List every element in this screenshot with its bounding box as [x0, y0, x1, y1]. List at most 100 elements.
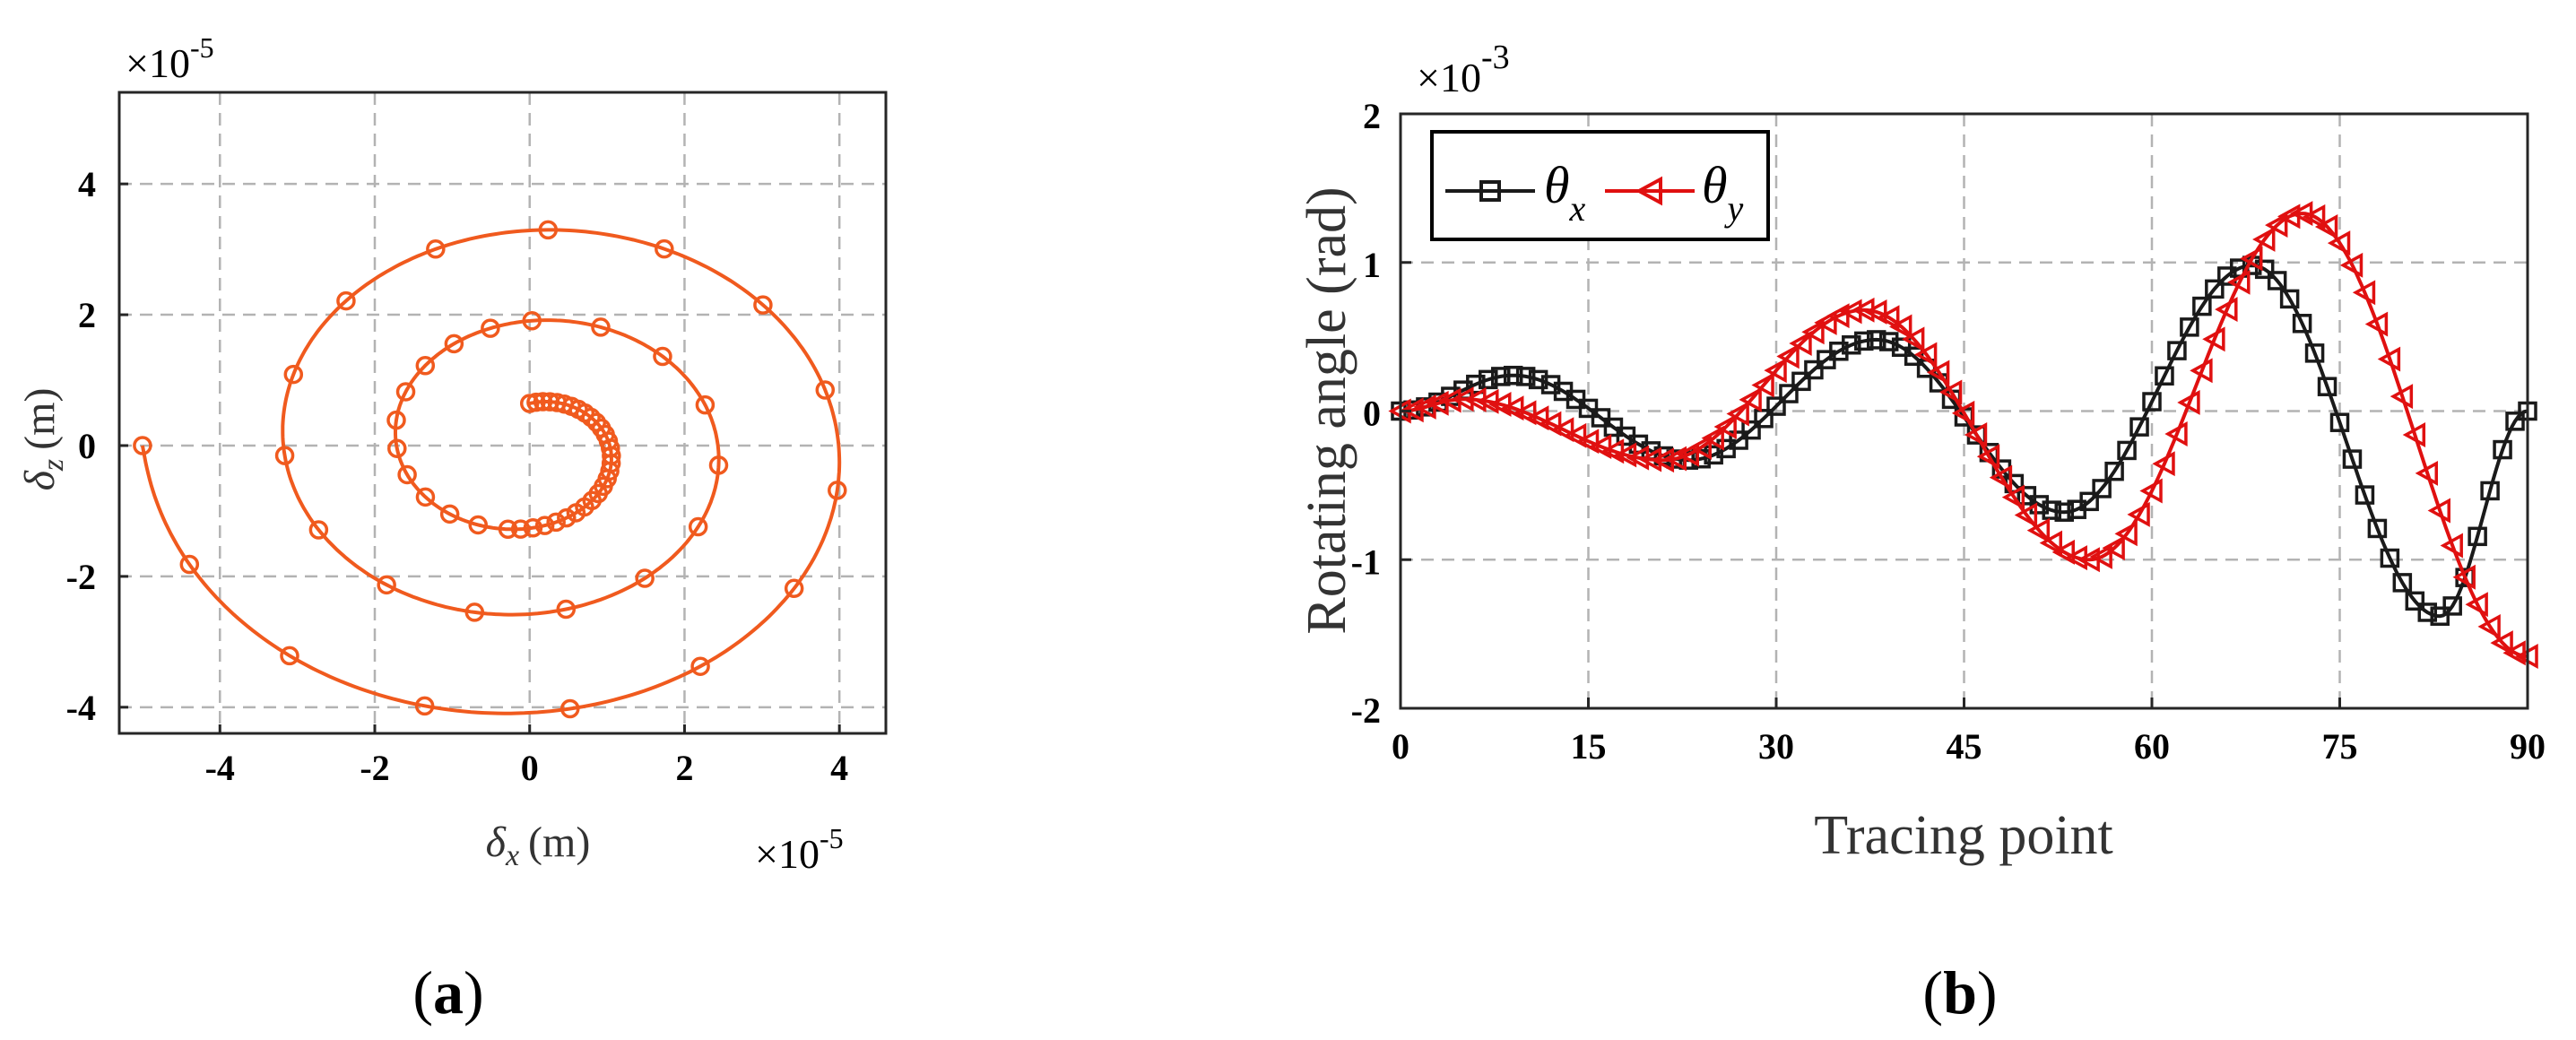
chart-b-xtick-label-5: 75: [2322, 726, 2358, 767]
chart-b-marker-thetay-39: [1877, 305, 1900, 331]
chart-b-marker-thetax-53: [2054, 502, 2074, 522]
chart-b-marker-thetay-33: [1801, 319, 1825, 345]
chart-a-marker-62: [547, 393, 568, 412]
chart-b-marker-thetay-25: [1701, 425, 1724, 451]
chart-b-marker-thetay-32: [1789, 331, 1812, 356]
chart-a-marker-11: [538, 220, 559, 240]
chart-b-xtick-label-3: 45: [1947, 726, 1982, 767]
chart-a-marker-13: [336, 290, 356, 311]
chart-b-marker-thetay-68: [2240, 246, 2263, 272]
chart-b-marker-thetax-72: [2292, 314, 2312, 334]
chart-a-marker-20: [635, 568, 655, 588]
chart-a-marker-41: [546, 512, 566, 533]
chart-b-marker-thetay-38: [1864, 299, 1887, 325]
chart-a-plot-frame: [117, 91, 888, 735]
chart-b-marker-thetay-49: [2001, 484, 2025, 510]
chart-b-marker-thetax-7: [1479, 369, 1498, 390]
chart-a-marker-26: [522, 310, 542, 331]
chart-a-grid: [119, 92, 886, 733]
chart-a-marker-32: [387, 438, 407, 458]
chart-b-marker-thetay-34: [1814, 309, 1837, 335]
chart-a-xtick-label-4: 4: [830, 748, 848, 788]
chart-a-y-label-group: δz(m): [16, 388, 70, 491]
chart-b-y-label: Rotating angle (rad): [1297, 186, 1357, 634]
panel-label-a: (a): [412, 958, 483, 1027]
chart-a-ytick-label-3: 2: [78, 295, 96, 335]
chart-a-marker-10: [655, 238, 674, 259]
chart-a-marker-12: [426, 239, 446, 259]
chart-b-marker-thetay-23: [1676, 441, 1699, 467]
chart-b-marker-thetay-24: [1688, 435, 1712, 461]
chart-b-marker-thetax-57: [2104, 461, 2124, 481]
chart-a-marker-19: [556, 599, 577, 620]
chart-a-marker-56: [586, 412, 607, 432]
chart-b-legend: θx θy: [1430, 130, 1770, 241]
chart-b-marker-thetay-78: [2364, 311, 2389, 337]
chart-b-marker-thetay-85: [2452, 564, 2476, 590]
chart-a-marker-36: [468, 515, 488, 535]
chart-b-marker-thetax-88: [2493, 439, 2512, 460]
legend-label-theta-y: θy: [1702, 156, 1744, 229]
chart-b-marker-thetay-51: [2026, 517, 2051, 543]
chart-b-marker-thetay-15: [1575, 429, 1600, 455]
chart-b-marker-thetax-33: [1804, 360, 1824, 380]
chart-a-marker-40: [534, 516, 555, 535]
chart-b-marker-thetay-13: [1550, 417, 1574, 443]
chart-b-marker-thetax-79: [2380, 548, 2400, 568]
chart-b-xtick-label-2: 30: [1758, 726, 1794, 767]
chart-b-marker-thetax-29: [1754, 409, 1774, 429]
chart-b-marker-thetay-40: [1889, 314, 1912, 340]
chart-b-xtick-label-1: 15: [1571, 726, 1607, 767]
chart-b-marker-thetax-39: [1878, 332, 1899, 351]
chart-b-marker-thetay-48: [1989, 464, 2013, 490]
chart-b-marker-thetay-31: [1776, 343, 1800, 369]
chart-b-marker-thetax-80: [2392, 573, 2413, 593]
chart-b-ticks: 0 15 30 45 60 75 90 -2 -1 0 1 2: [1351, 96, 2546, 767]
chart-b-marker-thetay-43: [1926, 360, 1950, 386]
chart-a-marker-23: [695, 394, 716, 415]
chart-b-marker-thetay-5: [1451, 386, 1474, 412]
chart-a-marker-2: [280, 646, 299, 666]
chart-b-marker-thetay-47: [1976, 444, 2000, 470]
chart-b-marker-thetay-88: [2490, 630, 2513, 656]
chart-b-y-label-group: Rotating angle (rad): [1297, 186, 1357, 634]
chart-b-ytick-label-2: 0: [1363, 394, 1381, 434]
chart-b-marker-thetay-11: [1526, 405, 1549, 431]
chart-b-marker-thetax-8: [1490, 367, 1511, 386]
chart-b-marker-thetay-50: [2014, 502, 2038, 528]
chart-b-marker-thetax-82: [2417, 602, 2438, 622]
chart-a-marker-5: [690, 656, 710, 676]
chart-a-xtick-label-2: 0: [521, 748, 539, 788]
chart-a-marker-3: [414, 696, 435, 716]
chart-b-marker-thetax-81: [2405, 591, 2425, 611]
chart-b-marker-thetay-70: [2265, 212, 2288, 238]
chart-b-marker-thetax-87: [2480, 481, 2500, 501]
chart-b-marker-thetay-82: [2415, 460, 2439, 486]
chart-b-marker-thetax-58: [2117, 440, 2137, 461]
chart-b-marker-thetay-60: [2139, 478, 2163, 504]
chart-b-marker-thetay-14: [1563, 422, 1587, 448]
chart-b-marker-thetax-11: [1528, 369, 1548, 390]
chart-a-spiral-line: [140, 228, 842, 715]
chart-b-ytick-label-3: 1: [1363, 245, 1381, 285]
chart-b-y-multiplier: ×10-3: [1417, 39, 1510, 100]
chart-a-ticks: -4 -2 0 2 4 -4 -2 0 2 4: [66, 164, 849, 788]
chart-b-marker-thetax-55: [2079, 491, 2099, 512]
chart-a-series: [133, 220, 847, 719]
chart-b-marker-thetay-75: [2327, 230, 2351, 256]
chart-b-marker-thetax-74: [2317, 377, 2337, 396]
chart-b-marker-thetax-36: [1842, 334, 1861, 355]
chart-a-marker-31: [386, 410, 406, 430]
chart-a-marker-21: [688, 516, 708, 537]
chart-b-marker-thetay-56: [2089, 544, 2112, 569]
chart-b-marker-thetay-83: [2427, 498, 2450, 524]
chart-a-marker-17: [377, 575, 396, 595]
chart-a-ytick-label-0: -4: [66, 688, 96, 728]
chart-b-marker-thetay-87: [2477, 613, 2501, 639]
chart-b-marker-thetay-77: [2352, 280, 2376, 306]
chart-b-marker-thetax-30: [1766, 396, 1786, 416]
chart-b-marker-thetax-56: [2092, 479, 2112, 498]
chart-b-marker-thetax-6: [1466, 374, 1486, 394]
chart-b-marker-thetay-57: [2102, 535, 2125, 561]
